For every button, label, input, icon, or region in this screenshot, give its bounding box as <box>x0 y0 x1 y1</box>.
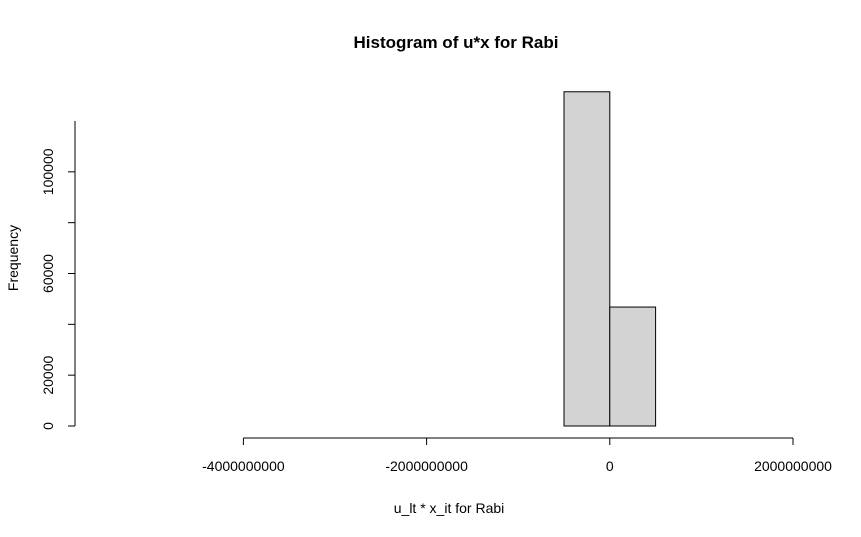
histogram-bar <box>609 306 657 427</box>
x-axis: -4000000000 -2000000000 0 2000000000 <box>202 437 832 474</box>
y-tick-label: 20000 <box>40 355 56 394</box>
y-axis-label: Frequency <box>5 225 21 291</box>
x-axis-label: u_lt * x_it for Rabi <box>394 500 505 516</box>
y-tick-label: 100000 <box>40 148 56 195</box>
y-tick-label: 0 <box>40 422 56 430</box>
x-tick-label: -4000000000 <box>202 458 285 474</box>
y-tick-label: 60000 <box>40 254 56 293</box>
histogram-bar <box>563 91 611 427</box>
x-tick-label: 2000000000 <box>754 458 832 474</box>
x-tick-label: 0 <box>606 458 614 474</box>
y-axis: 0 20000 60000 100000 <box>40 121 76 430</box>
x-tick-label: -2000000000 <box>385 458 468 474</box>
bars-group <box>563 91 657 427</box>
chart-title: Histogram of u*x for Rabi <box>354 33 559 52</box>
